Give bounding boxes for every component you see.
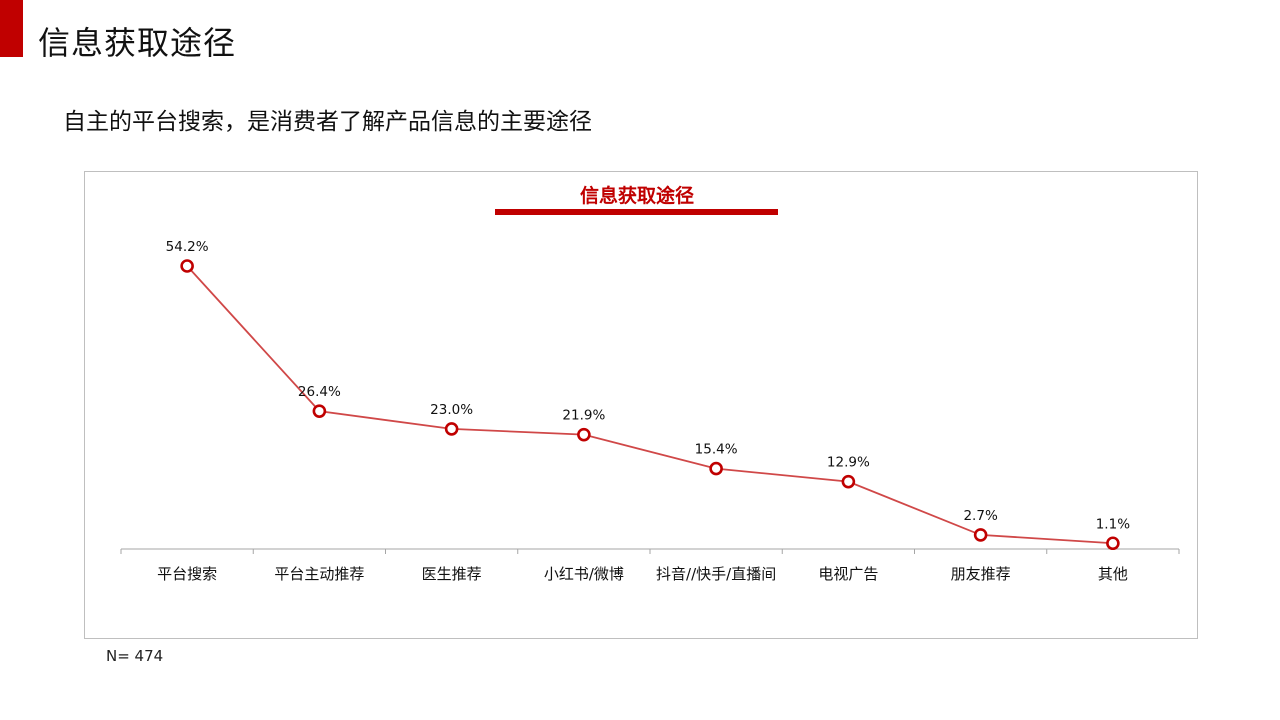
data-label: 2.7%: [963, 508, 997, 524]
data-label: 1.1%: [1096, 516, 1130, 532]
series-line: [186, 265, 1113, 545]
data-point-marker: [973, 528, 988, 542]
data-label: 21.9%: [562, 408, 605, 424]
chart-title-underline: [495, 209, 778, 215]
x-tick-label: 朋友推荐: [951, 565, 1011, 583]
x-tick-label: 其他: [1098, 565, 1128, 583]
x-tick-label: 医生推荐: [422, 565, 482, 583]
data-label: 26.4%: [298, 384, 341, 400]
data-label: 23.0%: [430, 402, 473, 418]
x-tick-label: 小红书/微博: [544, 565, 624, 583]
x-tick-label: 电视广告: [818, 565, 878, 583]
data-label: 12.9%: [827, 455, 870, 471]
data-label: 15.4%: [695, 442, 738, 458]
chart-title: 信息获取途径: [580, 184, 694, 207]
sample-size-note: N= 474: [106, 647, 164, 665]
page-title: 信息获取途径: [38, 24, 237, 62]
x-tick-label: 平台搜索: [157, 565, 217, 583]
data-point-marker: [312, 404, 327, 418]
chart-frame: [84, 171, 1198, 639]
title-accent-bar: [0, 0, 23, 57]
data-point-marker: [709, 461, 723, 476]
data-point-marker: [841, 474, 856, 489]
data-label: 54.2%: [166, 239, 209, 255]
x-tick-label: 抖音//快手/直播间: [656, 565, 776, 583]
page-subtitle: 自主的平台搜索，是消费者了解产品信息的主要途径: [63, 109, 592, 135]
x-tick-label: 平台主动推荐: [274, 565, 364, 583]
data-point-marker: [1106, 536, 1120, 551]
data-point-marker: [444, 422, 459, 436]
data-point-marker: [180, 259, 194, 273]
data-point-marker: [577, 427, 591, 442]
